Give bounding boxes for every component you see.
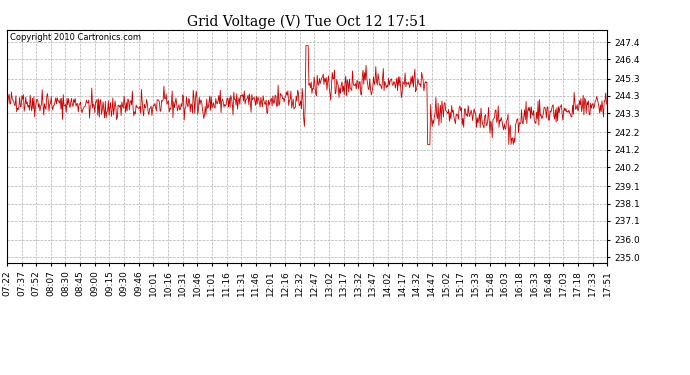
Text: Copyright 2010 Cartronics.com: Copyright 2010 Cartronics.com — [10, 33, 141, 42]
Title: Grid Voltage (V) Tue Oct 12 17:51: Grid Voltage (V) Tue Oct 12 17:51 — [187, 15, 427, 29]
